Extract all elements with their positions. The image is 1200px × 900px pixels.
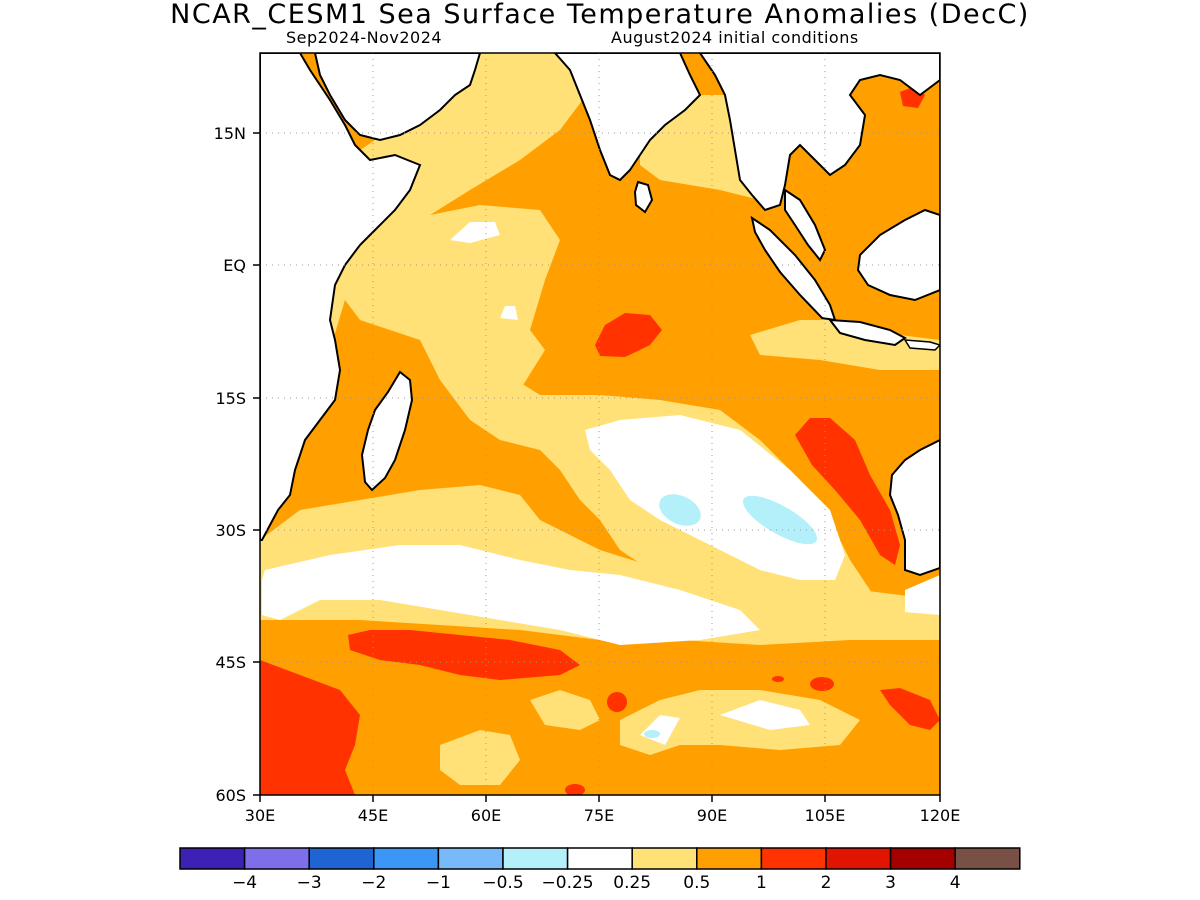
y-tick-label: 30S	[215, 521, 246, 540]
small-warm-patch-4	[565, 784, 585, 795]
southern-light-patch-2	[530, 690, 600, 730]
colorbar-swatch	[179, 847, 246, 870]
western-equatorial-light-zone	[340, 205, 560, 395]
southern-warm-band	[348, 630, 580, 680]
central-south-neutral-zone	[585, 415, 845, 580]
colorbar-tick-label: 4	[950, 873, 961, 893]
y-tick-label: 15N	[214, 124, 246, 143]
madagascar-landmass	[360, 370, 414, 492]
y-tick-label: 15S	[215, 389, 246, 408]
lesser-sunda-landmass	[903, 339, 940, 351]
colorbar-tick-label: −0.25	[542, 873, 594, 893]
southwest-warm-anomaly	[260, 660, 360, 795]
colorbar-tick-label: 1	[756, 873, 767, 893]
y-tick-label: 60S	[215, 786, 246, 805]
arabia-landmass	[313, 53, 482, 142]
y-axis-labels: 15N EQ 15S 30S 45S 60S	[214, 124, 246, 805]
map-title: NCAR_CESM1 Sea Surface Temperature Anoma…	[170, 0, 1030, 30]
initial-conditions-label: August2024 initial conditions	[611, 28, 859, 47]
equatorial-neutral-patch-2	[500, 306, 518, 320]
colorbar-tick-label: 3	[885, 873, 896, 893]
colorbar-tick-label: 2	[821, 873, 832, 893]
colorbar-swatch	[696, 847, 763, 870]
malay-peninsula-landmass	[784, 188, 827, 262]
map-field	[260, 53, 940, 795]
india-landmass	[553, 53, 702, 182]
southern-ocean-neutral-band	[262, 545, 760, 645]
sri-lanka-landmass	[633, 180, 654, 214]
colorbar-swatch	[566, 847, 633, 870]
colorbar-swatch	[825, 847, 892, 870]
colorbar-swatch	[889, 847, 956, 870]
southeast-warm-anomaly	[880, 688, 940, 730]
colorbar-tick-label: −4	[232, 873, 257, 893]
cool-anomaly-patch-2	[742, 495, 818, 545]
lat-lon-grid	[260, 53, 940, 795]
colorbar-tick-label: −2	[361, 873, 386, 893]
colorbar-swatch	[373, 847, 440, 870]
colorbar-tick-label: 0.25	[613, 873, 651, 893]
australia-landmass	[888, 438, 940, 577]
western-australia-warm-anomaly	[795, 418, 900, 565]
colorbar-swatch	[631, 847, 698, 870]
map-frame	[259, 52, 941, 796]
java-landmass	[827, 318, 907, 347]
axis-ticks	[253, 132, 941, 802]
arabian-sea-light-zone	[290, 53, 600, 430]
colorbar-swatch	[760, 847, 827, 870]
small-warm-patch-3	[772, 676, 784, 682]
central-warm-anomaly	[595, 313, 662, 357]
colorbar-swatch	[308, 847, 375, 870]
colorbar-tick-label: −1	[426, 873, 451, 893]
x-tick-label: 60E	[471, 806, 501, 825]
x-axis-labels: 30E 45E 60E 75E 90E 105E 120E	[245, 806, 961, 825]
x-tick-label: 120E	[920, 806, 961, 825]
colorbar-swatch	[954, 847, 1021, 870]
small-warm-patch-2	[810, 677, 834, 691]
x-tick-label: 90E	[697, 806, 727, 825]
borneo-landmass	[856, 208, 940, 302]
y-tick-label: 45S	[215, 653, 246, 672]
equatorial-neutral-patch	[450, 222, 500, 243]
colorbar-tick-label: −0.5	[482, 873, 523, 893]
x-tick-label: 30E	[245, 806, 275, 825]
southeast-asia-landmass	[698, 53, 940, 212]
southern-light-patch-3	[620, 690, 860, 755]
colorbar-tick-label: 0.5	[683, 873, 710, 893]
small-warm-patch-1	[607, 692, 627, 712]
x-tick-label: 105E	[805, 806, 846, 825]
colorbar-swatch	[502, 847, 569, 870]
cool-anomaly-patch-1	[659, 494, 701, 526]
colorbar-tick-label: −3	[297, 873, 322, 893]
x-tick-label: 75E	[584, 806, 614, 825]
colorbar-swatch	[243, 847, 310, 870]
southern-light-patch-1	[440, 730, 520, 785]
cool-anomaly-patch-3	[644, 730, 660, 738]
colorbar-swatch	[437, 847, 504, 870]
colorbar: −4 −3 −2 −1 −0.5 −0.25 0.25 0.5 1 2 3 4	[179, 847, 1021, 893]
forecast-period: Sep2024-Nov2024	[286, 28, 443, 47]
y-tick-label: EQ	[223, 256, 246, 275]
east-south-neutral-patch	[905, 575, 940, 615]
east-tropical-light-zone	[750, 320, 940, 370]
x-tick-label: 45E	[358, 806, 388, 825]
southern-neutral-patch-2	[720, 700, 810, 730]
